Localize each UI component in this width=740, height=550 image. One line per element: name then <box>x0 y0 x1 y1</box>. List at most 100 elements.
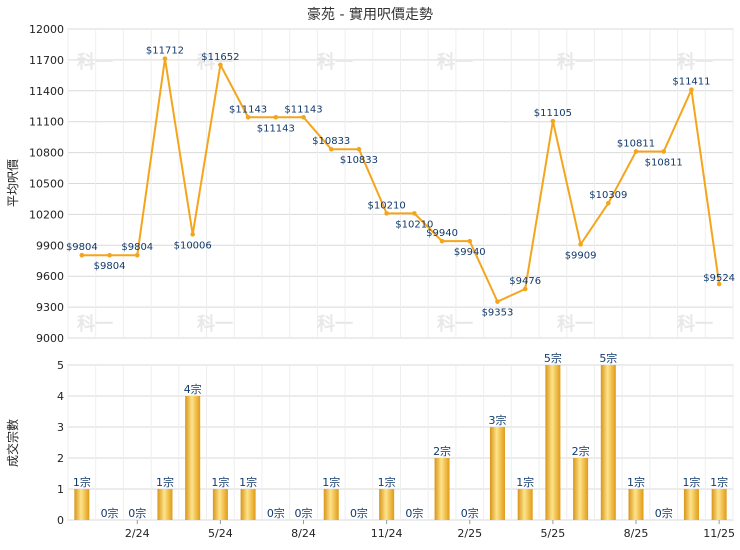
price-point <box>356 146 362 152</box>
volume-bar <box>683 489 699 520</box>
price-point <box>134 252 140 258</box>
watermark-text: 科一 <box>557 51 593 73</box>
price-point <box>245 114 251 120</box>
volume-y-axis-label: 成交宗數 <box>5 419 20 467</box>
price-point <box>633 149 639 154</box>
volume-bar-label: 0宗 <box>267 506 285 520</box>
volume-tick-label: 4 <box>57 390 64 403</box>
price-data-label: $10833 <box>312 136 350 147</box>
volume-bar <box>212 489 228 520</box>
price-tick-label: 11400 <box>29 85 64 98</box>
volume-bar-label: 1宗 <box>682 475 700 489</box>
volume-tick-label: 0 <box>57 514 64 527</box>
watermark-text: 科一 <box>677 51 713 73</box>
volume-bar-label: 1宗 <box>627 475 645 489</box>
volume-bar <box>711 489 727 520</box>
price-point <box>301 114 306 120</box>
volume-bar <box>434 458 450 520</box>
volume-bar-label: 0宗 <box>461 506 479 520</box>
x-tick-label: 5/24 <box>208 527 233 540</box>
price-tick-label: 10500 <box>29 178 64 191</box>
price-data-label: $9476 <box>509 276 541 287</box>
watermark-text: 科一 <box>197 51 233 73</box>
volume-bar <box>489 427 505 520</box>
price-data-label: $10210 <box>368 200 406 211</box>
price-point <box>79 252 85 258</box>
price-point <box>273 114 279 120</box>
x-tick-label: 5/25 <box>541 527 566 540</box>
watermark-text: 科一 <box>437 51 473 73</box>
price-data-label: $9804 <box>66 242 98 253</box>
volume-bar-label: 5宗 <box>599 351 617 365</box>
price-series-line <box>81 57 721 303</box>
price-data-label: $10309 <box>589 190 627 201</box>
price-point <box>412 211 417 216</box>
chart-title: 豪苑 - 實用呎價走勢 <box>307 6 433 23</box>
watermark-text: 科一 <box>317 313 353 335</box>
volume-bar <box>379 489 395 520</box>
volume-bar-label: 3宗 <box>488 413 506 427</box>
price-data-label: $9804 <box>121 242 153 253</box>
volume-bar-label: 1宗 <box>156 475 174 489</box>
price-data-label: $11143 <box>229 104 267 115</box>
price-point <box>550 118 556 124</box>
watermark-text: 科一 <box>437 313 473 335</box>
x-tick-label: 2/24 <box>125 527 150 540</box>
watermark-text: 科一 <box>77 51 113 73</box>
x-tick-label: 8/24 <box>291 527 316 540</box>
watermark-text: 科一 <box>317 51 353 73</box>
price-point <box>495 299 500 304</box>
price-tick-label: 10800 <box>29 147 64 160</box>
price-tick-label: 10200 <box>29 208 64 221</box>
price-point <box>716 281 722 287</box>
price-y-axis-label: 平均呎價 <box>6 159 20 207</box>
price-tick-label: 9600 <box>36 270 64 283</box>
price-data-label: $11143 <box>257 123 295 134</box>
watermark-text: 科一 <box>557 313 593 335</box>
price-data-label: $10811 <box>645 157 683 168</box>
watermark-text: 科一 <box>77 313 113 335</box>
price-panel: 9000 9300 9600 9900 10200 10500 10800 11100 1140… <box>29 23 735 345</box>
price-data-label: $11652 <box>201 52 239 63</box>
price-data-label: $10210 <box>395 219 433 230</box>
price-point <box>162 56 168 61</box>
price-tick-label: 9000 <box>36 332 64 345</box>
price-point <box>467 238 473 244</box>
price-point <box>439 238 445 244</box>
volume-bar <box>240 489 256 520</box>
price-point <box>578 242 583 247</box>
volume-bar-label: 1宗 <box>516 475 534 489</box>
volume-bar <box>185 396 201 520</box>
price-data-label: $9804 <box>94 261 126 272</box>
price-data-label: $11411 <box>672 77 710 88</box>
volume-bar <box>157 489 173 520</box>
volume-bar <box>323 489 339 520</box>
volume-bar <box>573 458 589 520</box>
volume-bar <box>545 365 561 520</box>
price-point <box>384 211 389 216</box>
x-tick-label: 11/24 <box>371 527 403 540</box>
volume-bar-label: 1宗 <box>73 475 91 489</box>
volume-bar-label: 0宗 <box>405 506 423 520</box>
price-point <box>190 232 195 237</box>
price-point <box>661 149 667 154</box>
volume-bar-label: 2宗 <box>572 444 590 458</box>
volume-tick-label: 3 <box>57 421 64 434</box>
volume-bar-label: 1宗 <box>322 475 340 489</box>
volume-panel: 0 1 2 3 4 5 1宗 0宗 0宗 1宗 4宗 1宗 1宗 0宗 0宗 1宗 0宗 1宗 0宗 2宗 0宗 3宗 1宗… <box>57 351 735 540</box>
price-data-label: $10811 <box>617 138 655 149</box>
volume-bar-label: 0宗 <box>128 506 146 520</box>
volume-bar-label: 0宗 <box>655 506 673 520</box>
volume-bar-label: 1宗 <box>710 475 728 489</box>
volume-tick-label: 2 <box>57 452 64 465</box>
price-tick-label: 9900 <box>36 239 64 252</box>
volume-bar <box>74 489 90 520</box>
x-tick-label: 8/25 <box>624 527 649 540</box>
x-tick-label: 11/25 <box>703 527 735 540</box>
volume-bar-label: 5宗 <box>544 351 562 365</box>
volume-bar-label: 1宗 <box>239 475 257 489</box>
volume-bar-label: 0宗 <box>295 506 313 520</box>
volume-bar-label: 1宗 <box>211 475 229 489</box>
